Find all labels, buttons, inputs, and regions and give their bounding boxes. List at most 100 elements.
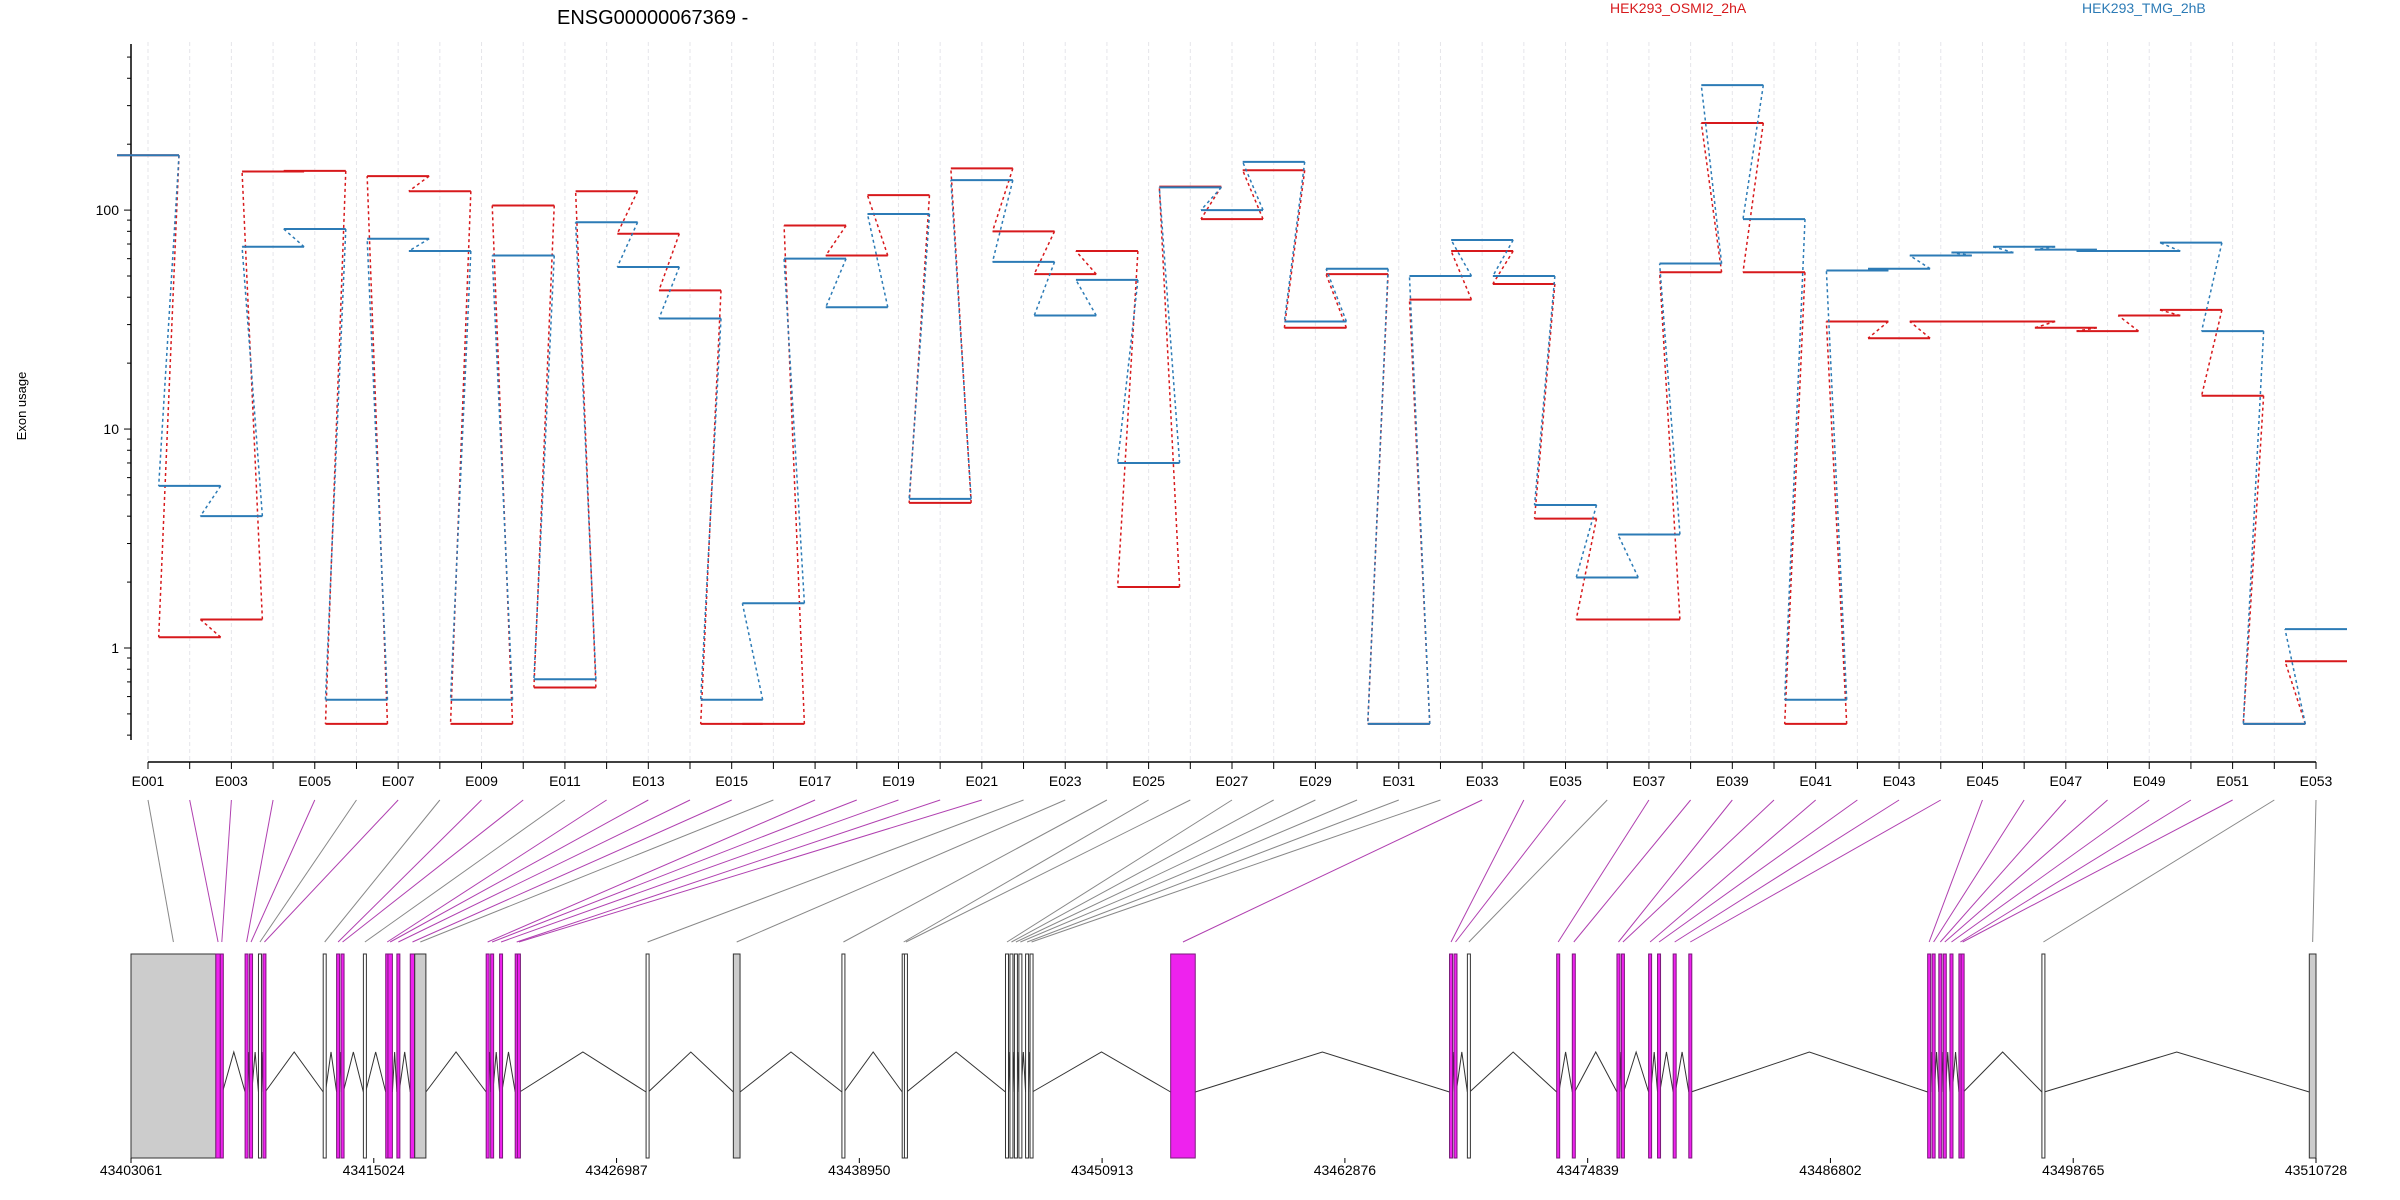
exon-box <box>732 953 741 1159</box>
transition-line <box>866 213 889 308</box>
exon-box <box>257 953 262 1159</box>
transition-line <box>1909 254 1931 270</box>
genomic-axis: 43403061 43415024 43426987 43438950 43450913… <box>100 1158 2348 1178</box>
exon-box <box>409 953 416 1159</box>
exon-box <box>1960 953 1965 1159</box>
exon-box <box>219 953 224 1159</box>
exon-connector <box>1618 799 1733 943</box>
transition-line <box>408 238 430 252</box>
exon-connector <box>500 799 899 943</box>
gene-model <box>130 953 2317 1159</box>
transition-line <box>991 179 1014 263</box>
intron <box>501 1051 516 1093</box>
transition-line <box>1492 239 1514 277</box>
exon-connector <box>412 799 732 943</box>
x-tick-label: E031 <box>1382 773 1415 789</box>
exon-box <box>1672 953 1677 1159</box>
transition-line <box>449 191 472 724</box>
exon-connector <box>1944 799 2108 943</box>
transition-line <box>2242 395 2265 724</box>
x-tick-label: E037 <box>1633 773 1666 789</box>
intron <box>647 1051 734 1093</box>
transition-line <box>616 221 639 268</box>
transition-line <box>1075 250 1097 275</box>
exon-box <box>362 953 367 1159</box>
x-tick-label: E043 <box>1883 773 1916 789</box>
exon-box <box>1657 953 1662 1159</box>
exon-box <box>1025 953 1030 1159</box>
genomic-tick-label: 43474839 <box>1557 1162 1620 1178</box>
x-tick-label: E007 <box>382 773 415 789</box>
exon-box <box>1466 953 1471 1159</box>
transition-line <box>1658 263 1681 535</box>
exon-connector <box>1450 799 1525 943</box>
intron <box>398 1051 411 1093</box>
exon-box <box>130 953 217 1159</box>
transition-line <box>2200 242 2223 332</box>
intron <box>519 1051 647 1093</box>
exon-box <box>396 953 401 1159</box>
exon-box <box>841 953 846 1159</box>
exon-connector <box>2043 799 2275 943</box>
exon-box <box>244 953 249 1159</box>
intron <box>2043 1051 2310 1093</box>
x-tick-label: E017 <box>799 773 832 789</box>
transition-line <box>1867 320 1889 339</box>
intron <box>324 1051 338 1093</box>
transition-line <box>157 155 180 486</box>
intron <box>1558 1051 1573 1093</box>
transition-line <box>283 228 305 248</box>
x-tick-label: E039 <box>1716 773 1749 789</box>
x-tick-label: E025 <box>1132 773 1165 789</box>
intron <box>425 1051 487 1093</box>
genomic-tick-label: 43403061 <box>100 1162 163 1178</box>
genomic-tick-label: 43438950 <box>828 1162 891 1178</box>
exon-box <box>215 953 221 1159</box>
exon-connector <box>1031 799 1441 943</box>
transition-line <box>366 176 389 724</box>
transition-line <box>1909 320 1931 339</box>
genomic-tick-label: 43498765 <box>2042 1162 2105 1178</box>
transition-line <box>1158 187 1181 464</box>
x-tick-label: E049 <box>2133 773 2166 789</box>
y-axis: 1 10 100 <box>96 44 132 740</box>
exon-box <box>1556 953 1561 1159</box>
genomic-tick-label: 43450913 <box>1071 1162 1134 1178</box>
transition-line <box>783 225 806 724</box>
x-tick-label: E003 <box>215 773 248 789</box>
exon-connector <box>1011 799 1274 943</box>
exon-connector <box>2312 799 2317 943</box>
exon-box <box>1938 953 1943 1159</box>
transition-line <box>2117 314 2139 332</box>
exon-connector <box>324 799 441 943</box>
usage-lines <box>117 84 2347 725</box>
intron <box>1574 1050 1618 1093</box>
transition-line <box>241 246 264 517</box>
transition-line <box>1533 275 1556 506</box>
intron <box>365 1051 387 1093</box>
y-axis-label: Exon usage <box>14 372 29 441</box>
exon-box <box>262 953 267 1159</box>
exon-box <box>1616 953 1621 1159</box>
genomic-tick-label: 43510728 <box>2285 1162 2348 1178</box>
exon-connector <box>1960 799 2192 943</box>
transition-line <box>574 222 597 680</box>
exon-connector <box>398 799 691 943</box>
exon-box <box>1009 953 1014 1159</box>
genomic-tick-label: 43415024 <box>343 1162 406 1178</box>
exon-box <box>1029 953 1034 1159</box>
intron <box>1469 1051 1558 1093</box>
exon-box <box>1004 953 1009 1159</box>
transition-line <box>908 195 931 503</box>
transition-line <box>1825 270 1848 700</box>
exon-box <box>1620 953 1625 1159</box>
x-tick-label: E021 <box>965 773 998 789</box>
transition-line <box>1617 534 1639 578</box>
x-tick-label: E029 <box>1299 773 1332 789</box>
transition-line <box>1033 261 1056 316</box>
legend-label-tmg: HEK293_TMG_2hB <box>2082 0 2206 16</box>
intron <box>906 1051 1006 1093</box>
exon-connector <box>1962 799 2233 943</box>
exon-connector <box>1690 799 1942 943</box>
transition-line <box>1533 283 1556 519</box>
